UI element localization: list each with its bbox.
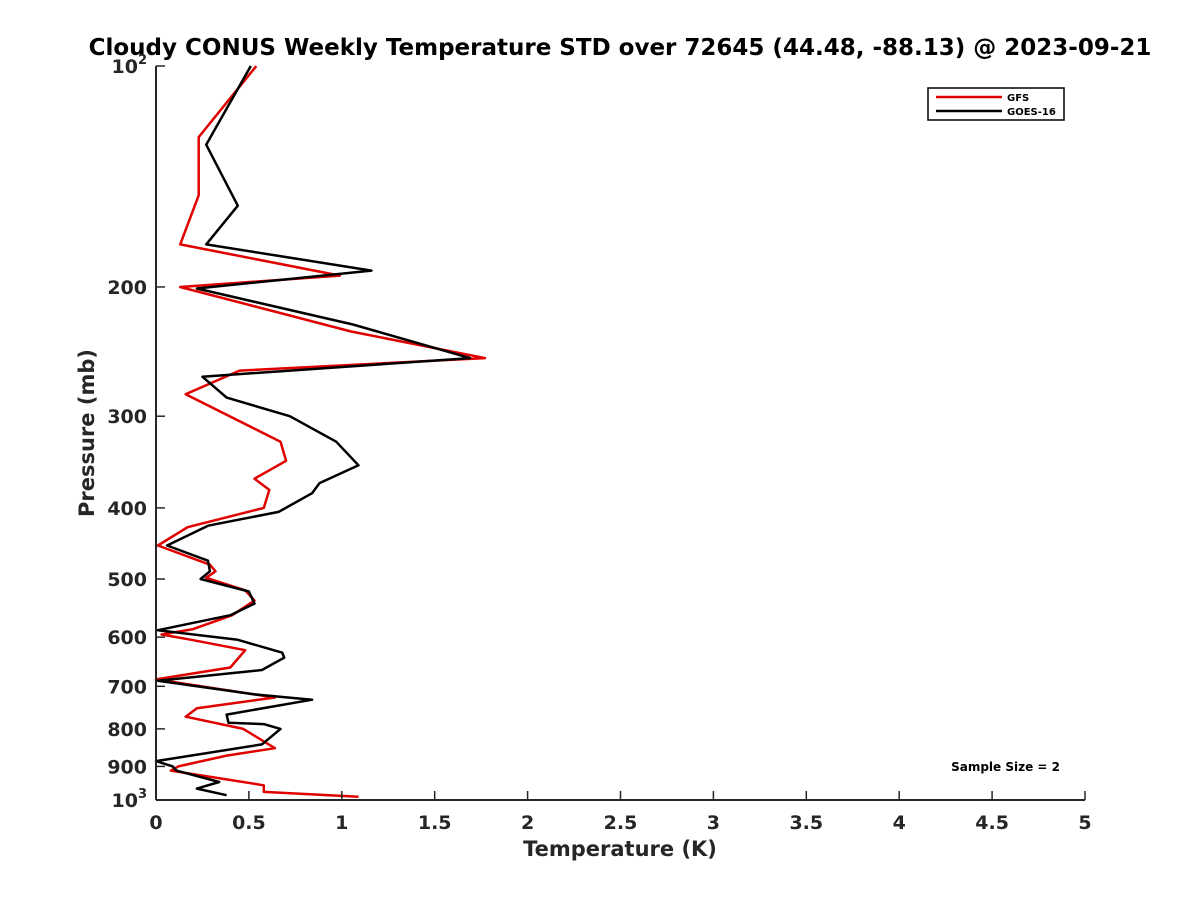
x-ticks: 0 0.5 1 1.5 2 2.5 3 3.5 4 4.5 5 — [149, 791, 1092, 834]
y-tick-label: 500 — [107, 569, 147, 591]
y-axis-label: Pressure (mb) — [75, 349, 99, 517]
chart-title: Cloudy CONUS Weekly Temperature STD over… — [89, 35, 1152, 61]
x-tick-label: 1.5 — [418, 812, 452, 834]
series-line-gfs — [154, 65, 487, 799]
y-tick-label: 300 — [107, 406, 147, 428]
y-tick-label: 900 — [107, 756, 147, 778]
series-line-goes16 — [154, 65, 472, 797]
sample-size-annotation: Sample Size = 2 — [951, 760, 1060, 774]
x-tick-label: 2 — [521, 812, 534, 834]
x-tick-label: 1 — [335, 812, 348, 834]
x-tick-label: 5 — [1078, 812, 1091, 834]
x-tick-label: 0.5 — [232, 812, 266, 834]
y-tick-label: 800 — [107, 719, 147, 741]
legend-label-gfs: GFS — [1007, 93, 1029, 104]
legend-label-goes16: GOES-16 — [1007, 107, 1056, 118]
x-tick-label: 4.5 — [975, 812, 1009, 834]
x-tick-label: 3 — [707, 812, 720, 834]
y-ticks: 102 200 300 400 500 600 700 800 900 103 — [107, 53, 165, 812]
y-tick-label: 700 — [107, 676, 147, 698]
x-axis-label: Temperature (K) — [523, 837, 717, 861]
y-tick-label: 102 — [112, 53, 148, 78]
y-tick-label: 200 — [107, 277, 147, 299]
series-layer — [154, 65, 487, 799]
y-tick-label: 600 — [107, 627, 147, 649]
y-tick-label: 103 — [112, 787, 148, 812]
x-tick-label: 2.5 — [604, 812, 638, 834]
legend: GFS GOES-16 — [927, 87, 1065, 121]
x-tick-label: 0 — [149, 812, 162, 834]
legend-box — [927, 87, 1065, 121]
y-tick-label: 400 — [107, 498, 147, 520]
x-tick-label: 3.5 — [789, 812, 823, 834]
x-tick-label: 4 — [893, 812, 906, 834]
